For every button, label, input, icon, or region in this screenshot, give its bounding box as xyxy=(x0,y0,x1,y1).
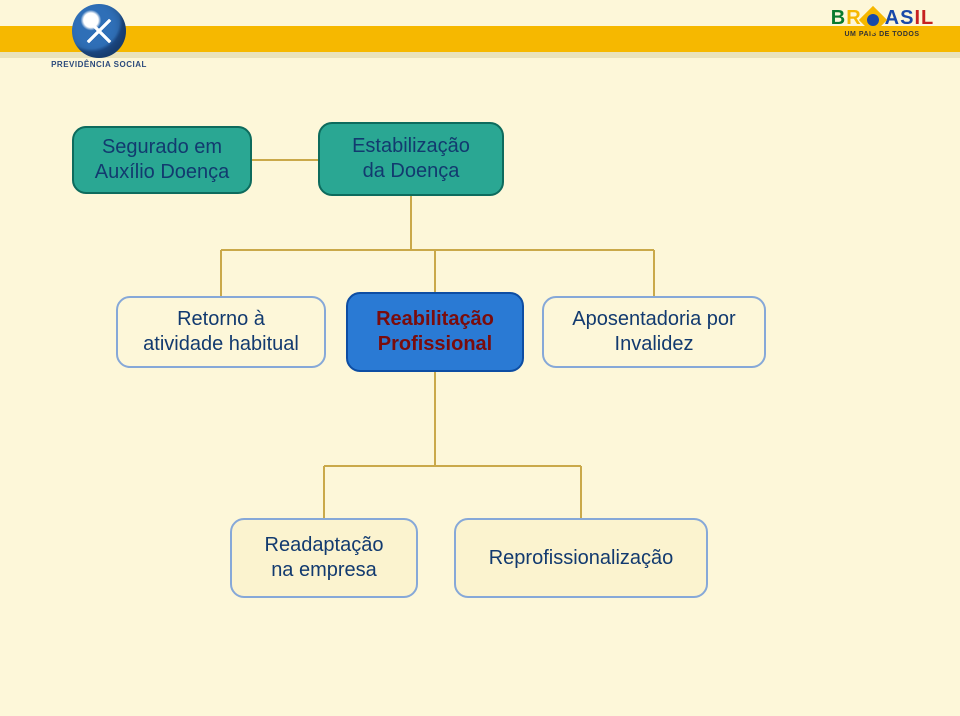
node-text: Retorno à xyxy=(177,307,265,332)
node-text: Reprofissionalização xyxy=(489,546,674,571)
logo-previdencia: PREVIDÊNCIA SOCIAL xyxy=(24,4,174,68)
diamond-icon xyxy=(859,6,887,34)
shield-icon xyxy=(72,4,126,58)
logo-previdencia-caption: PREVIDÊNCIA SOCIAL xyxy=(24,60,174,69)
node-text: da Doença xyxy=(363,159,460,184)
node-text: Estabilização xyxy=(352,134,470,159)
header: PREVIDÊNCIA SOCIAL B R A S I L UM PAÍS D… xyxy=(0,0,960,72)
node-text: Segurado em xyxy=(102,135,222,160)
node-text: Profissional xyxy=(378,332,492,357)
node-reprofissionalizacao: Reprofissionalização xyxy=(454,518,708,598)
node-text: Invalidez xyxy=(615,332,694,357)
logo-brasil: B R A S I L UM PAÍS DE TODOS xyxy=(822,8,942,38)
node-aposentadoria: Aposentadoria por Invalidez xyxy=(542,296,766,368)
node-segurado: Segurado em Auxílio Doença xyxy=(72,126,252,194)
node-text: na empresa xyxy=(271,558,377,583)
node-text: Auxílio Doença xyxy=(95,160,230,185)
node-reabilitacao: Reabilitação Profissional xyxy=(346,292,524,372)
node-text: Aposentadoria por xyxy=(572,307,735,332)
node-estabilizacao: Estabilização da Doença xyxy=(318,122,504,196)
logo-brasil-letters: B R A S I L xyxy=(822,8,942,28)
logo-brasil-sub: UM PAÍS DE TODOS xyxy=(822,31,942,38)
node-text: Reabilitação xyxy=(376,307,494,332)
node-retorno: Retorno à atividade habitual xyxy=(116,296,326,368)
node-text: Readaptação xyxy=(265,533,384,558)
node-text: atividade habitual xyxy=(143,332,299,357)
node-readaptacao: Readaptação na empresa xyxy=(230,518,418,598)
